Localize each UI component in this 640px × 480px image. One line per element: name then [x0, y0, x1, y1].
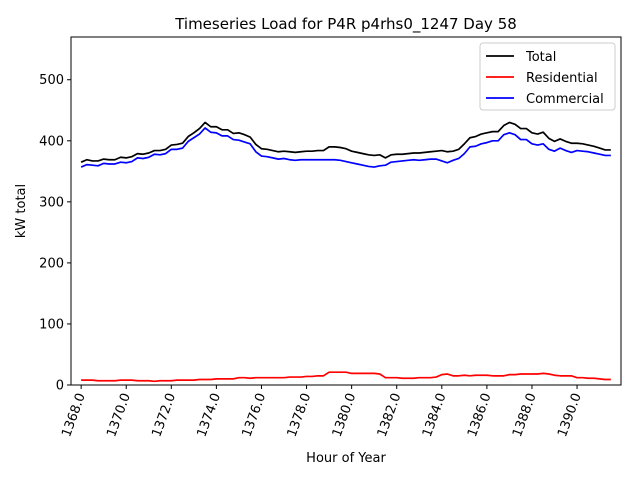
series-line-residential — [81, 371, 611, 383]
y-tick-label: 300 — [39, 195, 64, 210]
plot-area — [70, 36, 622, 386]
axes-frame — [70, 36, 622, 386]
legend: Total Residential Commercial — [479, 42, 616, 111]
y-axis-label: kW total — [14, 184, 29, 238]
x-axis-label: Hour of Year — [306, 451, 386, 466]
y-tick-label: 400 — [39, 134, 64, 149]
chart-title: Timeseries Load for P4R p4rhs0_1247 Day … — [174, 15, 517, 34]
legend-box — [479, 42, 616, 111]
legend-entry-total: Total — [525, 50, 556, 65]
series-line-commercial — [80, 127, 611, 168]
series-line-total — [80, 121, 611, 163]
legend-entry-residential: Residential — [526, 71, 598, 86]
y-tick-label: 200 — [39, 256, 64, 271]
y-tick-label: 100 — [39, 317, 64, 332]
y-tick-label: 0 — [56, 379, 64, 394]
y-tick-label: 500 — [39, 73, 64, 88]
legend-entry-commercial: Commercial — [526, 92, 604, 107]
